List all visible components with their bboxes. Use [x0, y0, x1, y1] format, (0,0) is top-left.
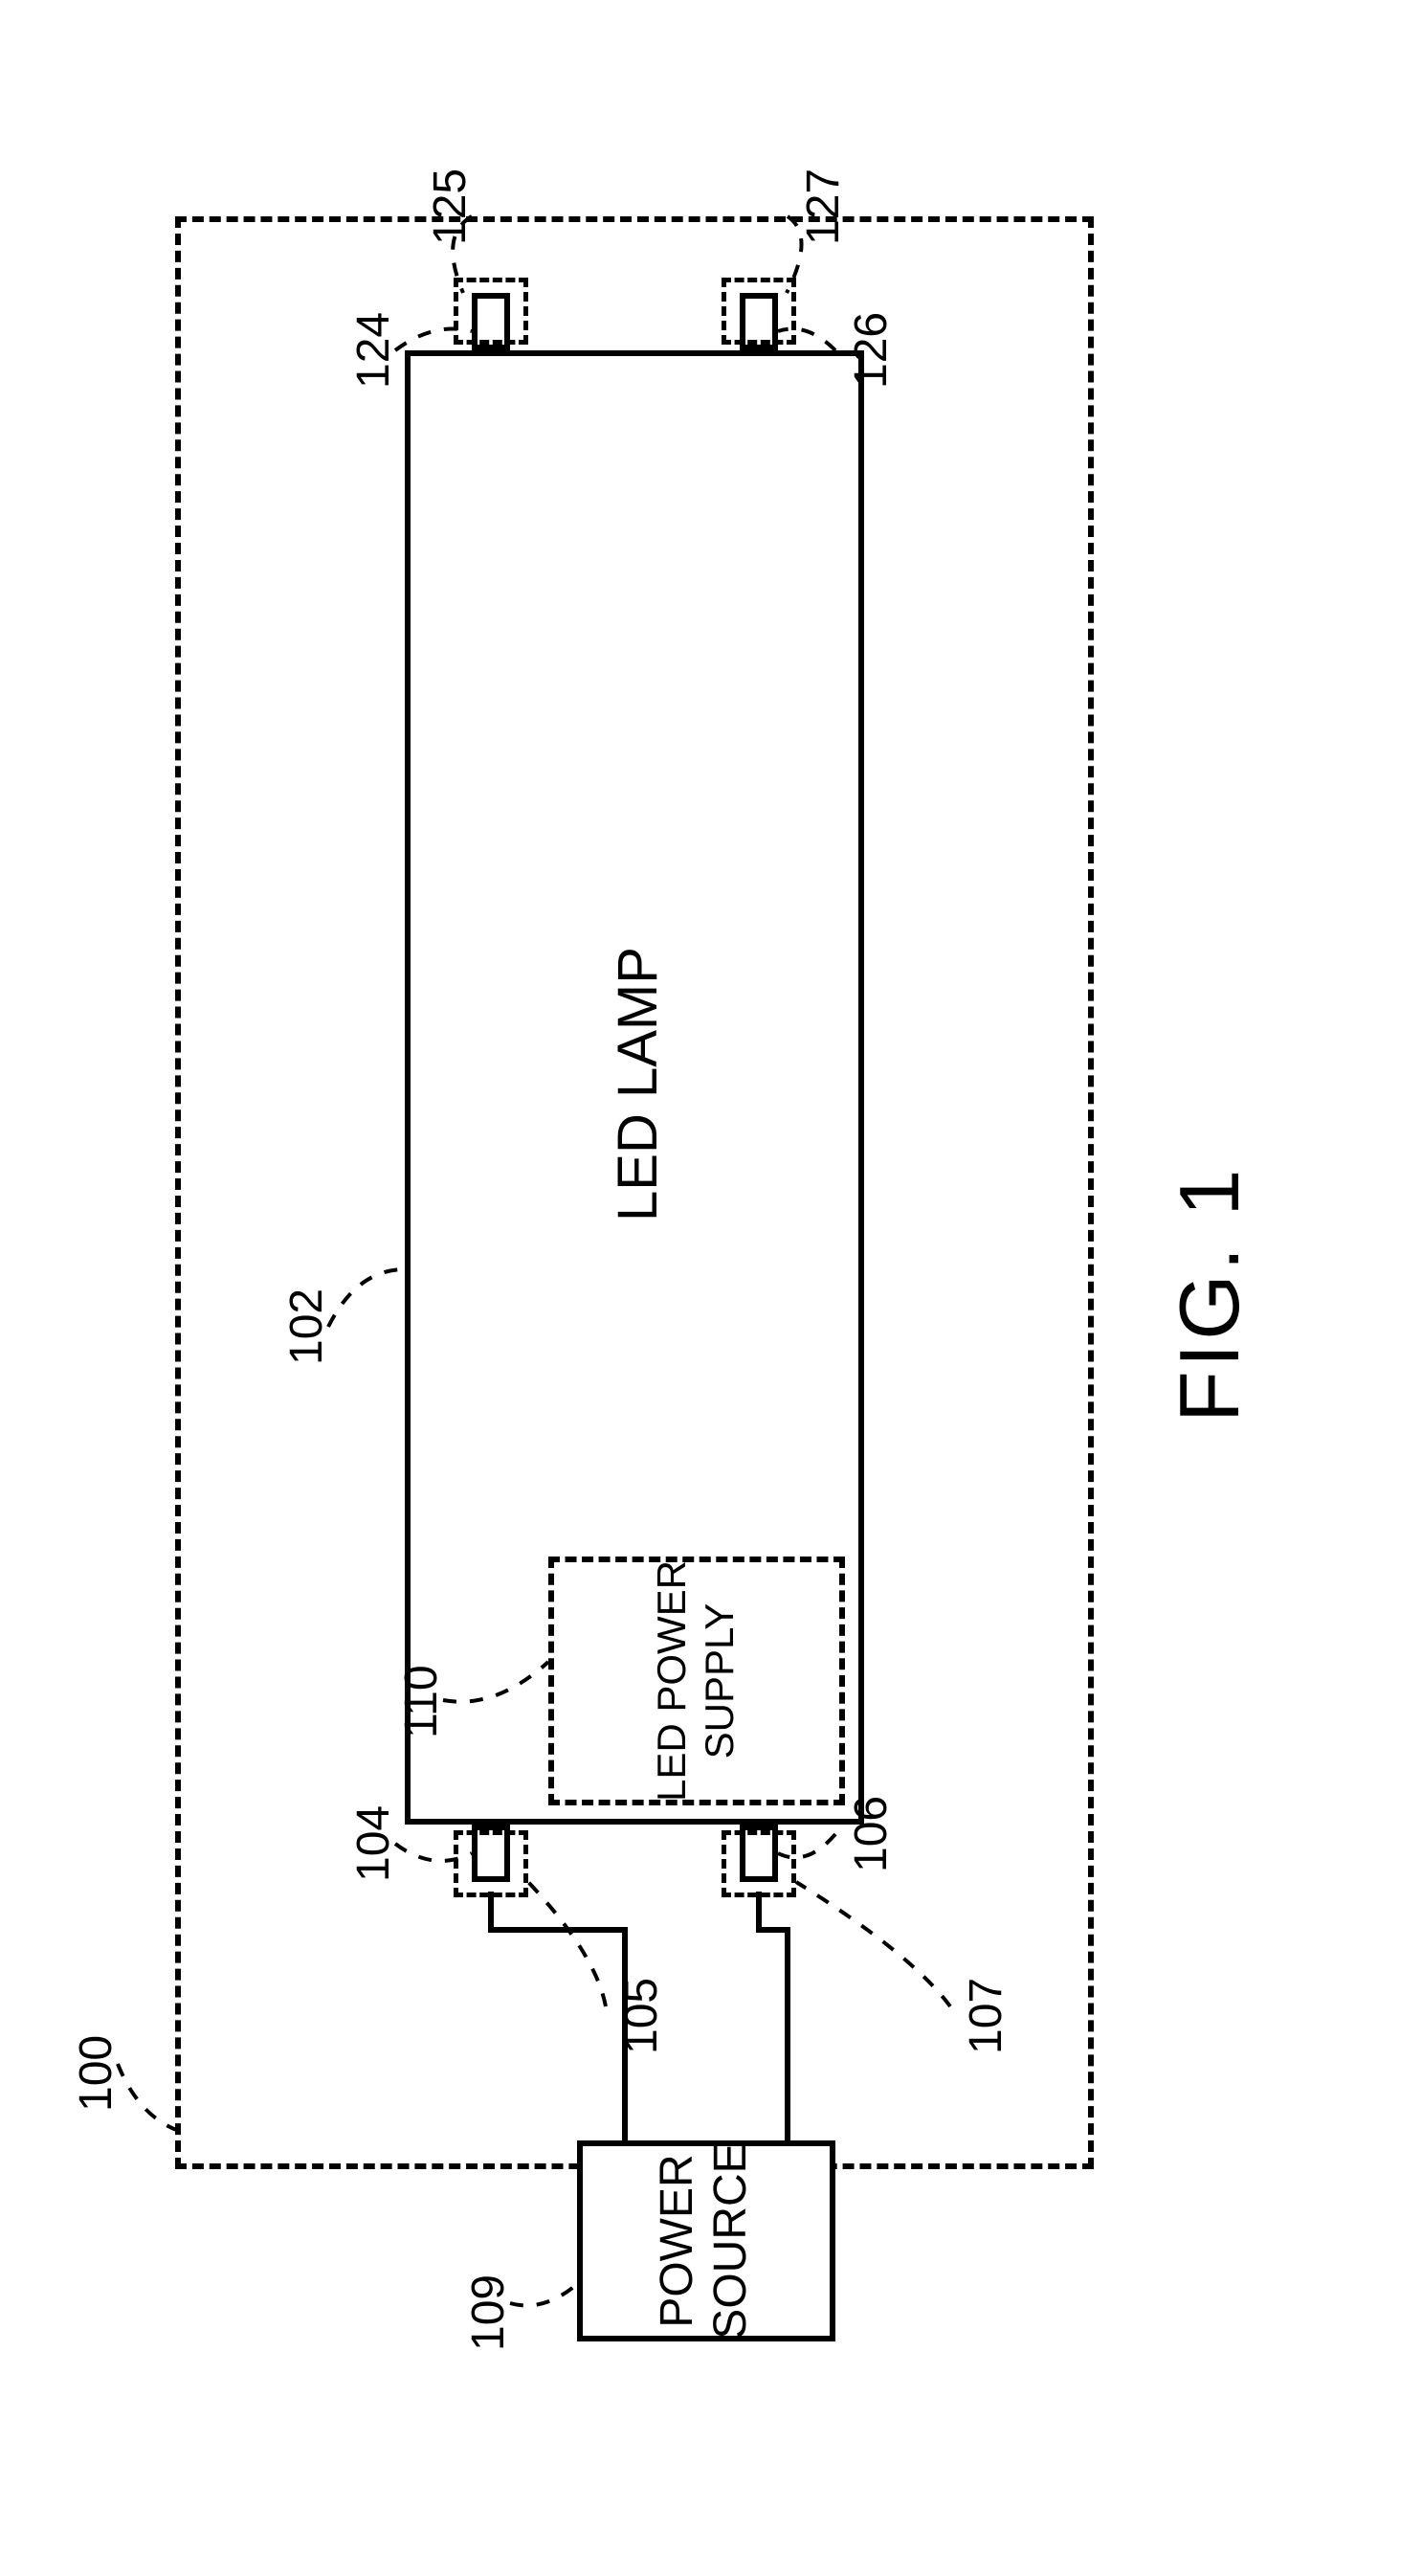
ref-124: 124	[347, 311, 400, 388]
ref-109: 109	[462, 2274, 515, 2350]
ref-125: 125	[424, 168, 477, 244]
ref-126: 126	[845, 311, 898, 388]
recv-125	[454, 278, 528, 345]
recv-105	[454, 1830, 528, 1897]
power-source-label-1: POWER	[651, 2140, 703, 2341]
ref-102: 102	[280, 1288, 333, 1364]
ref-127: 127	[797, 168, 850, 244]
ref-100: 100	[70, 2034, 122, 2111]
wire-seg	[488, 1892, 494, 1930]
ref-106: 106	[845, 1795, 898, 1871]
wire-seg	[785, 1930, 790, 2140]
recv-107	[722, 1830, 796, 1897]
figure-label: FIG. 1	[1161, 1165, 1258, 1422]
ref-110: 110	[395, 1665, 448, 1738]
ref-104: 104	[347, 1804, 400, 1881]
led-supply-label-2: SUPPLY	[697, 1557, 743, 1805]
ref-105: 105	[615, 1977, 668, 2053]
ref-107: 107	[960, 1977, 1012, 2053]
wire-seg	[756, 1892, 762, 1930]
led-lamp-label: LED LAMP	[606, 947, 670, 1221]
wire-seg	[488, 1927, 628, 1933]
led-supply-label-1: LED POWER	[649, 1557, 695, 1805]
recv-127	[722, 278, 796, 345]
power-source-label-2: SOURCE	[704, 2140, 757, 2341]
